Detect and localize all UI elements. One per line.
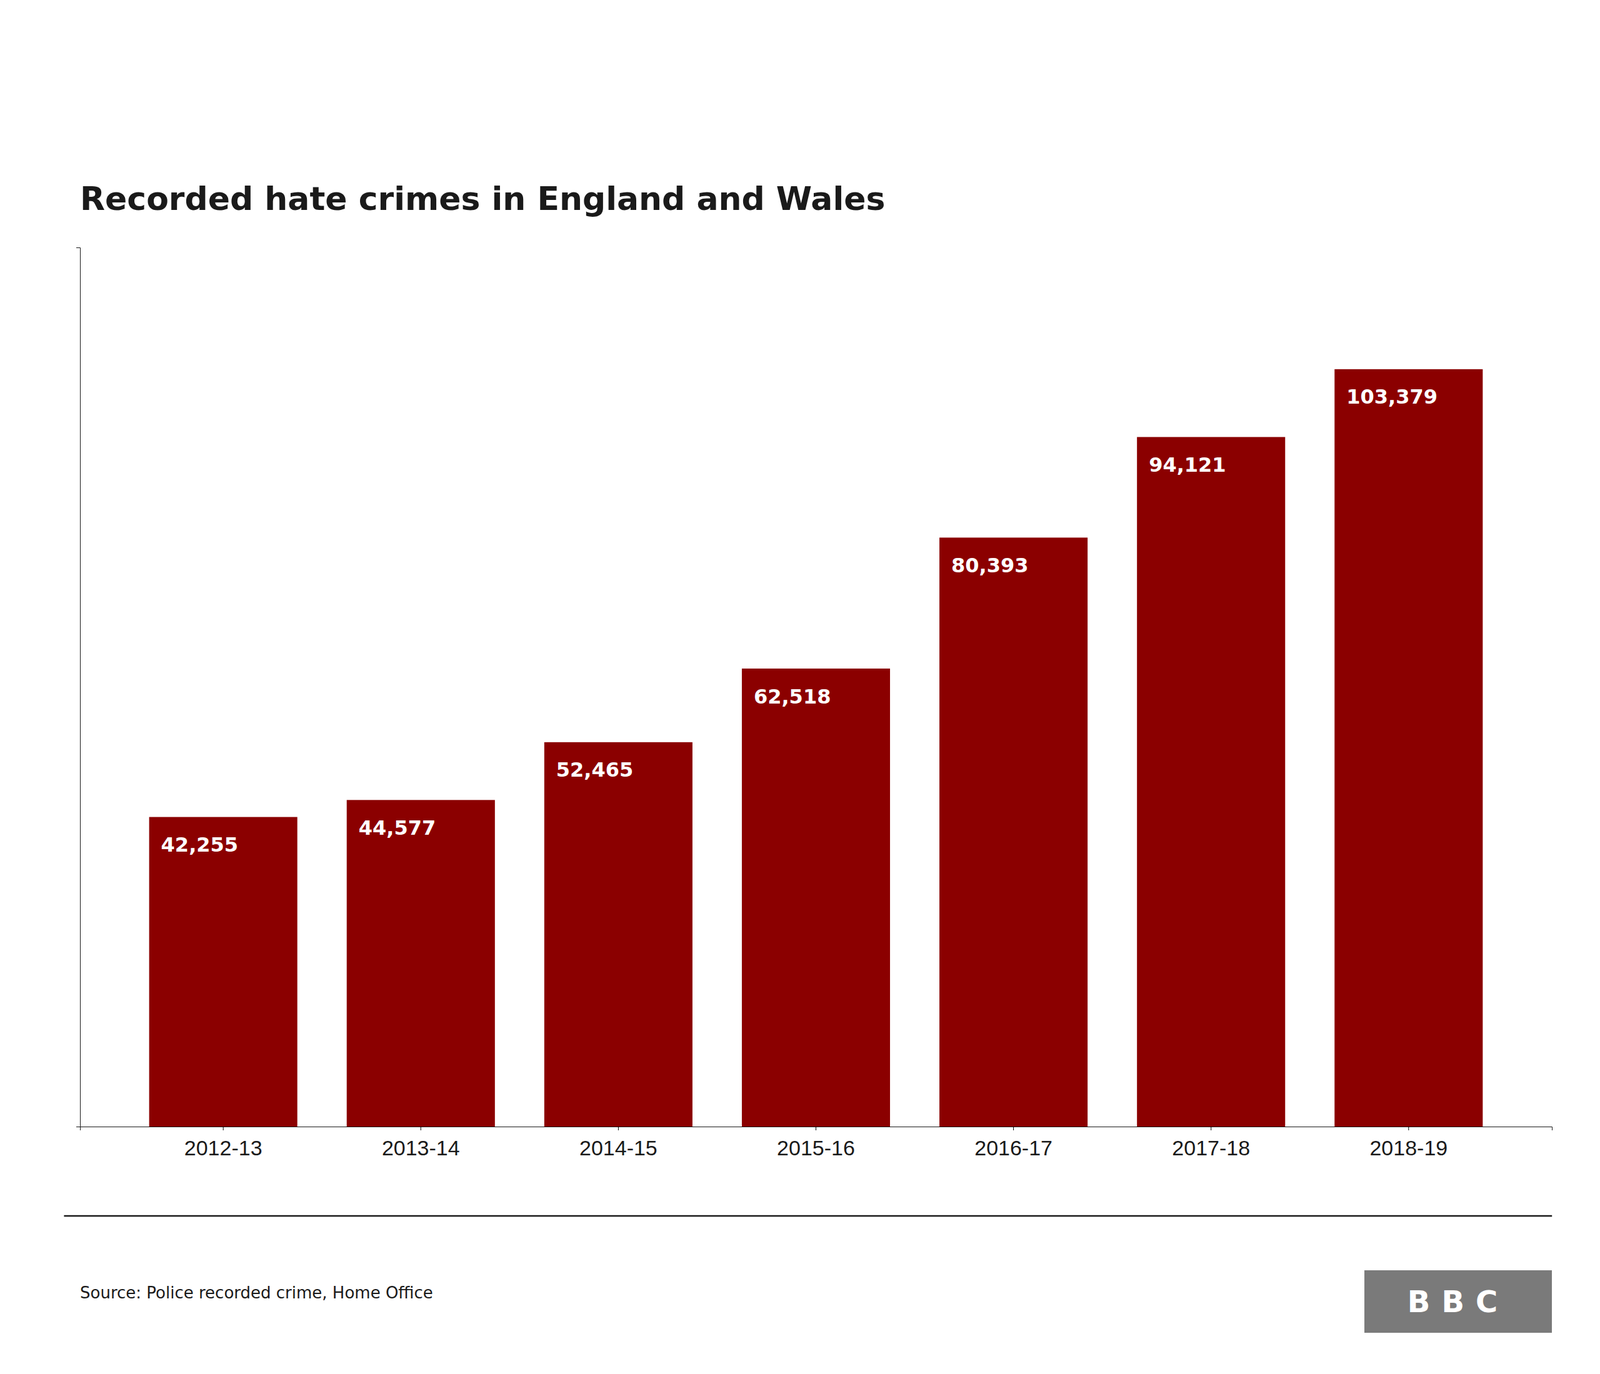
title: Recorded hate crimes in England and Wale… bbox=[80, 180, 886, 218]
x-tick: 2014-15 bbox=[579, 1126, 658, 1160]
x-tick-mark bbox=[223, 1126, 224, 1131]
x-tick-mark bbox=[618, 1126, 619, 1131]
chart: 42,255 44,577 52,465 62,518 80,393 94,121 103,… bbox=[0, 0, 1600, 1374]
bar bbox=[346, 800, 495, 1127]
x-tick-label: 2013-14 bbox=[381, 1136, 460, 1160]
x-tick-label: 2017-18 bbox=[1171, 1136, 1250, 1160]
bar bbox=[149, 817, 298, 1127]
bar bbox=[1136, 436, 1285, 1127]
y-axis bbox=[76, 248, 81, 1128]
x-tick-label: 2016-17 bbox=[974, 1136, 1053, 1160]
x-axis: 2012-13 2013-14 2014-15 2015-16 2016-17 2017-… bbox=[80, 1126, 1553, 1160]
logo-text: BBC bbox=[1407, 1284, 1509, 1320]
y-axis-line bbox=[76, 248, 81, 1128]
data-label: 42,255 bbox=[161, 833, 239, 857]
x-axis-line bbox=[80, 1127, 1553, 1132]
logo-box bbox=[1364, 1270, 1552, 1334]
x-tick-mark bbox=[420, 1126, 422, 1131]
bar bbox=[544, 742, 693, 1127]
logo: BBC bbox=[1364, 1270, 1552, 1334]
x-tick-mark bbox=[1408, 1126, 1409, 1131]
x-tick-label: 2012-13 bbox=[184, 1136, 263, 1160]
data-labels: 42,255 44,577 52,465 62,518 80,393 94,121 103,… bbox=[161, 385, 1438, 857]
data-label: 44,577 bbox=[358, 816, 436, 840]
data-label: 62,518 bbox=[753, 685, 831, 709]
data-label: 52,465 bbox=[556, 758, 634, 782]
plot: 42,255 44,577 52,465 62,518 80,393 94,121 103,… bbox=[76, 248, 1553, 1161]
x-tick-label: 2018-19 bbox=[1369, 1136, 1448, 1160]
x-tick: 2017-18 bbox=[1171, 1126, 1250, 1160]
bar bbox=[1334, 369, 1483, 1127]
x-tick-mark bbox=[815, 1126, 817, 1131]
x-tick-label: 2014-15 bbox=[579, 1136, 658, 1160]
bars bbox=[149, 369, 1484, 1127]
x-tick: 2013-14 bbox=[381, 1126, 460, 1160]
data-label: 94,121 bbox=[1148, 453, 1226, 477]
data-label: 103,379 bbox=[1346, 385, 1438, 409]
x-tick: 2016-17 bbox=[974, 1126, 1053, 1160]
x-tick: 2018-19 bbox=[1369, 1126, 1448, 1160]
source: Source: Police recorded crime, Home Offi… bbox=[80, 1283, 434, 1303]
x-tick-label: 2015-16 bbox=[776, 1136, 855, 1160]
x-tick-mark bbox=[1013, 1126, 1014, 1131]
x-tick: 2012-13 bbox=[184, 1126, 263, 1160]
data-label: 80,393 bbox=[951, 553, 1029, 578]
footer-rule bbox=[63, 1215, 1552, 1218]
x-tick: 2015-16 bbox=[776, 1126, 855, 1160]
bar bbox=[939, 537, 1088, 1127]
bar bbox=[741, 668, 890, 1127]
x-tick-mark bbox=[1210, 1126, 1212, 1131]
